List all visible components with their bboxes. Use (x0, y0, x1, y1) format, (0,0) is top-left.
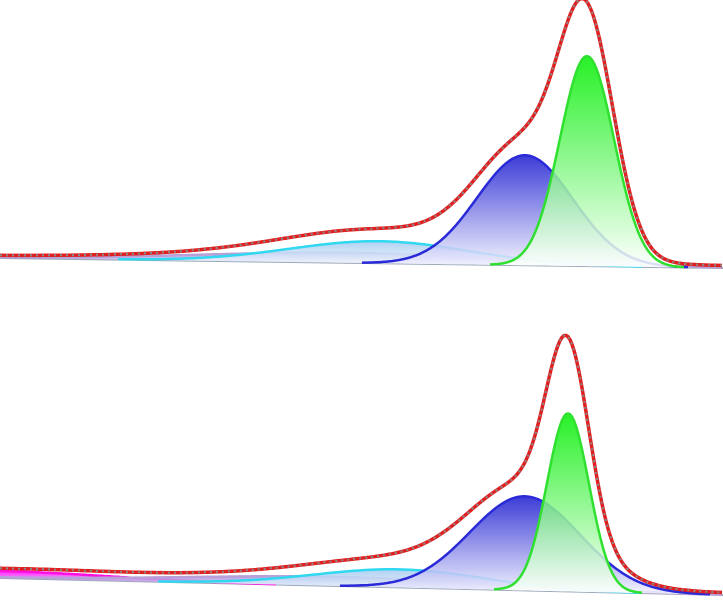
measured-points (0, 0, 723, 267)
component-area (494, 413, 642, 594)
measured-points (0, 334, 723, 594)
component-curve (340, 495, 711, 596)
component-area (490, 56, 684, 268)
component-curve (490, 54, 685, 269)
fit-panel (0, 333, 723, 596)
fit-envelope (0, 333, 723, 595)
component-curve (493, 412, 643, 594)
fit-panel (0, 0, 723, 269)
